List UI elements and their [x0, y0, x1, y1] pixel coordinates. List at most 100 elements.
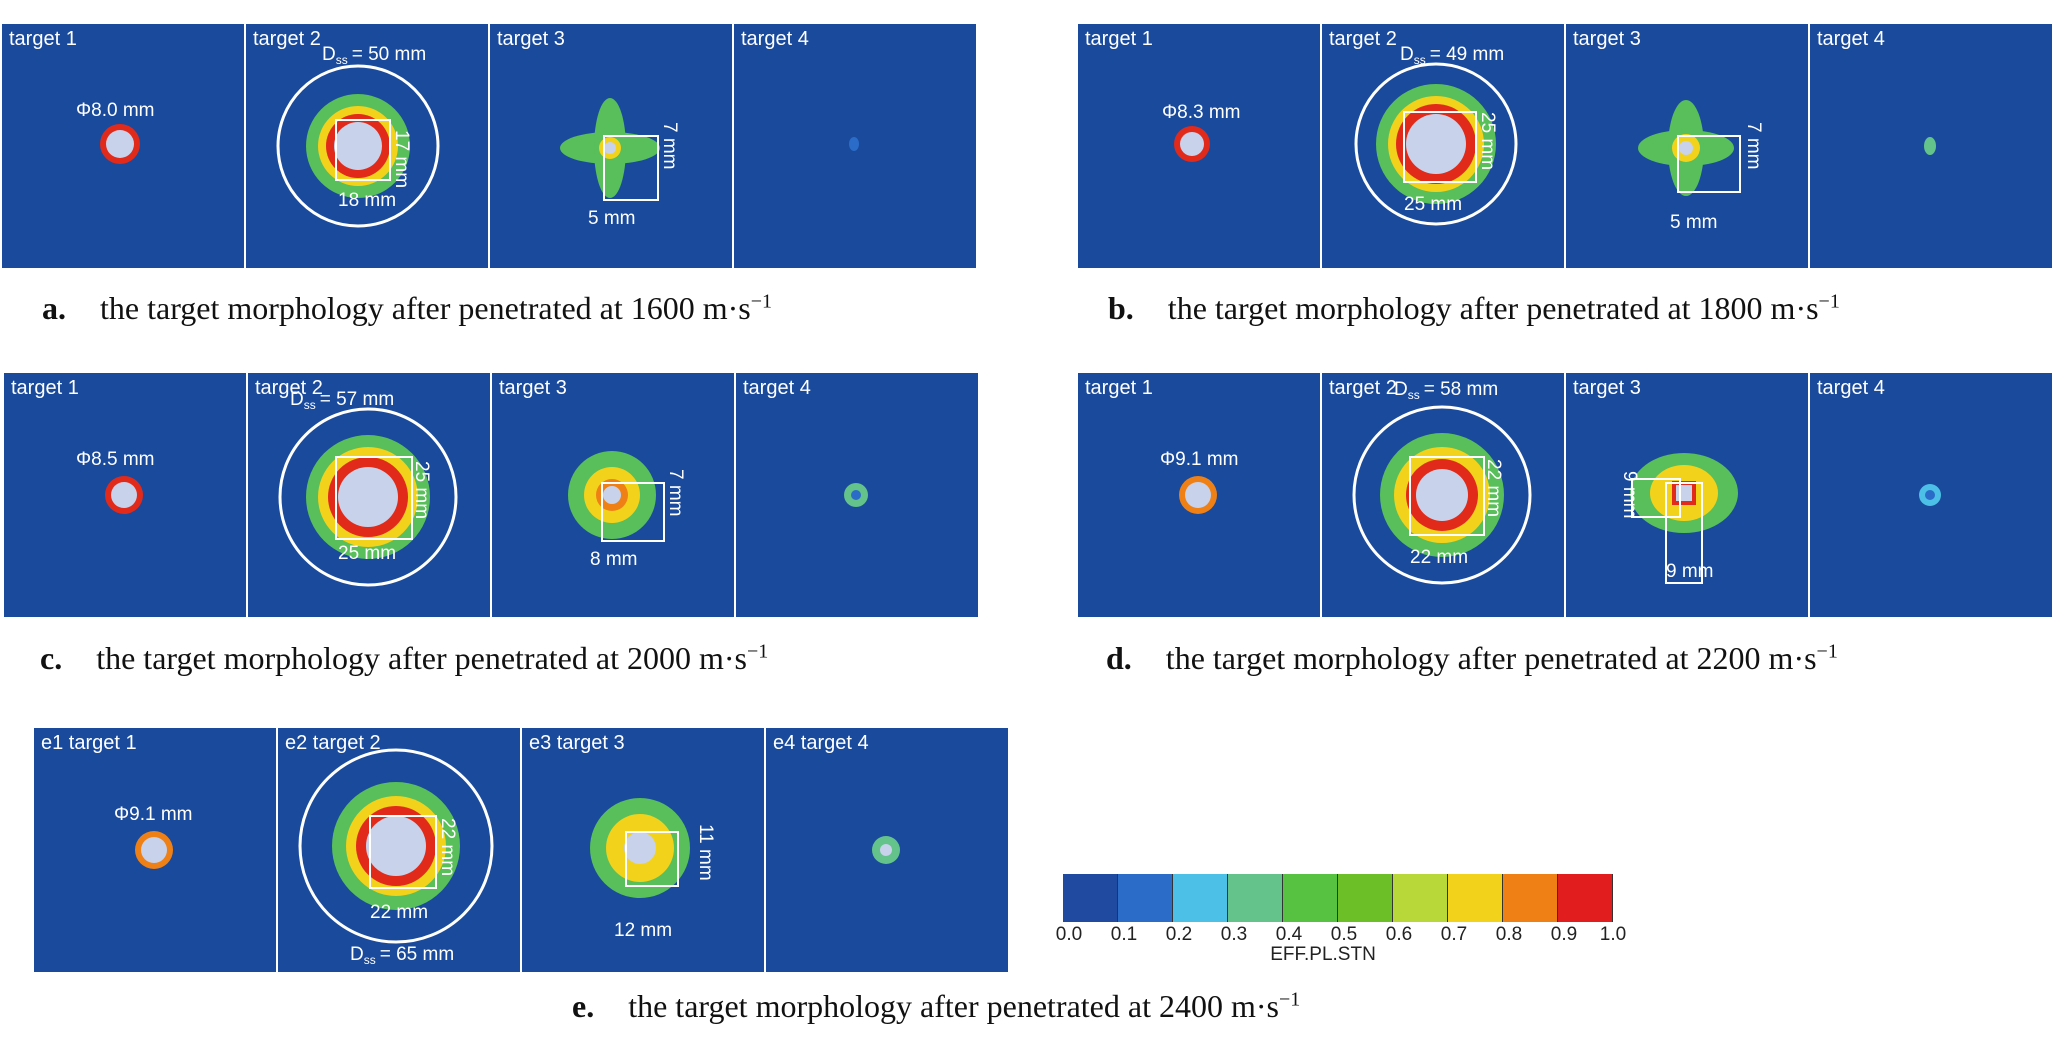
hole: [1679, 141, 1693, 155]
damage-plot: Dss = 57 mm 25 mm 25 mm: [278, 389, 458, 587]
hole: [106, 130, 134, 158]
dss-label: Dss = 58 mm: [1394, 379, 1498, 402]
colorbar-tick: 0.0: [1055, 924, 1083, 945]
figure-d-strip: target 1 Φ9.1 mm target 2 Dss = 58 mm 22 …: [1078, 373, 2052, 617]
panel-e-target4: e4 target 4: [766, 728, 1008, 972]
panel-c-target1: target 1 Φ8.5 mm: [4, 373, 248, 617]
diameter-label: Φ9.1 mm: [114, 804, 193, 825]
dim-box-v: [1631, 478, 1681, 518]
panel-label: target 4: [741, 28, 809, 50]
panel-label: e3 target 3: [529, 732, 625, 754]
dim-box: [369, 815, 437, 889]
dss-label: Dss = 57 mm: [290, 389, 394, 412]
dim-vertical: 22 mm: [1483, 459, 1504, 517]
caption-exponent: −1: [1818, 290, 1840, 313]
figure-a-strip: target 1 Φ8.0 mm target 2 Dss = 50 mm 17 …: [2, 24, 976, 268]
panel-a-target4: target 4: [734, 24, 976, 268]
damage-plot: [872, 836, 900, 864]
dim-horizontal: 25 mm: [338, 543, 396, 564]
panel-c-target3: target 3 7 mm 8 mm: [492, 373, 736, 617]
dss-label: Dss = 50 mm: [322, 44, 426, 67]
figure-c-strip: target 1 Φ8.5 mm target 2 Dss = 57 mm 25 …: [4, 373, 978, 617]
caption-text: the target morphology after penetrated a…: [96, 640, 747, 676]
panel-label: target 1: [1085, 28, 1153, 50]
damage-circle: [298, 748, 494, 944]
hole: [1180, 132, 1204, 156]
panel-label: e1 target 1: [41, 732, 137, 754]
dim-vertical: 11 mm: [695, 824, 716, 881]
damage-plot: [849, 137, 859, 151]
panel-label: target 4: [743, 377, 811, 399]
dim-horizontal: 25 mm: [1404, 194, 1462, 215]
caption-key: d.: [1106, 640, 1132, 676]
dim-horizontal: 22 mm: [1410, 547, 1468, 568]
panel-d-target1: target 1 Φ9.1 mm: [1078, 373, 1322, 617]
colorbar-segment: [1063, 874, 1118, 922]
dim-box: [1677, 135, 1741, 193]
caption-exponent: −1: [1816, 640, 1838, 663]
hole: [111, 482, 137, 508]
panel-label: target 3: [497, 28, 565, 50]
hole: [604, 142, 616, 154]
dim-vertical: 7 mm: [659, 122, 680, 170]
caption-b: b. the target morphology after penetrated…: [1108, 290, 1840, 327]
dim-box: [625, 831, 679, 887]
damage-plot: 7 mm 8 mm: [568, 451, 686, 570]
hole-plot: Φ9.1 mm: [114, 804, 193, 869]
colorbar-segment: [1228, 874, 1283, 922]
dim-horizontal: 12 mm: [614, 920, 672, 941]
colorbar-segment: [1283, 874, 1338, 922]
hole: [1676, 485, 1692, 501]
dim-vertical: 25 mm: [1477, 112, 1498, 170]
dim-box: [1403, 111, 1477, 183]
panel-label: target 3: [1573, 377, 1641, 399]
damage-plot: [844, 483, 868, 507]
damage-plot: [1924, 137, 1936, 155]
panel-label: e2 target 2: [285, 732, 381, 754]
panel-b-target2: target 2 Dss = 49 mm 25 mm 25 mm: [1322, 24, 1566, 268]
caption-a: a. the target morphology after penetrated…: [42, 290, 772, 327]
colorbar-tick: 0.6: [1385, 924, 1413, 945]
colorbar-tick: 0.4: [1275, 924, 1303, 945]
damage-plot: 9 mm 9 mm: [1619, 453, 1738, 584]
panel-b-target3: target 3 7 mm 5 mm: [1566, 24, 1810, 268]
dim-vertical: 9 mm: [1619, 471, 1640, 519]
panel-label: target 2: [1329, 28, 1397, 50]
hole-plot: Φ8.3 mm: [1162, 102, 1241, 162]
panel-a-target1: target 1 Φ8.0 mm: [2, 24, 246, 268]
diameter-label: Φ8.0 mm: [76, 100, 155, 121]
caption-exponent: −1: [1278, 988, 1301, 1011]
colorbar-tick: 0.3: [1220, 924, 1248, 945]
diameter-label: Φ9.1 mm: [1160, 449, 1239, 470]
panel-a-target2: target 2 Dss = 50 mm 17 mm 18 mm: [246, 24, 490, 268]
dim-box-h: [1665, 482, 1703, 584]
panel-b-target4: target 4: [1810, 24, 2052, 268]
dim-vertical: 17 mm: [391, 130, 412, 188]
hole: [366, 816, 426, 876]
dss-label: Dss = 65 mm: [350, 944, 454, 967]
panel-a-target3: target 3 7 mm 5 mm: [490, 24, 734, 268]
colorbar-segment: [1393, 874, 1448, 922]
panel-c-target2: target 2 Dss = 57 mm 25 mm 25 mm: [248, 373, 492, 617]
caption-text: the target morphology after penetrated a…: [100, 290, 751, 326]
panel-c-target4: target 4: [736, 373, 978, 617]
hole-plot: Φ8.0 mm: [76, 100, 155, 164]
hole: [603, 486, 621, 504]
faint-mark-center: [1925, 490, 1935, 500]
panel-b-target1: target 1 Φ8.3 mm: [1078, 24, 1322, 268]
colorbar-tick: 0.9: [1550, 924, 1578, 945]
hole: [1185, 482, 1211, 508]
panel-label: target 1: [11, 377, 79, 399]
colorbar-segment: [1173, 874, 1228, 922]
damage-circle: [276, 64, 440, 228]
caption-key: c.: [40, 640, 63, 676]
caption-key: a.: [42, 290, 66, 326]
hole: [338, 467, 398, 527]
caption-c: c. the target morphology after penetrated…: [40, 640, 768, 677]
hole: [334, 122, 382, 170]
caption-text: the target morphology after penetrated a…: [1165, 640, 1817, 676]
dim-box: [335, 456, 413, 540]
diameter-label: Φ8.5 mm: [76, 449, 155, 470]
hole: [1406, 114, 1466, 174]
hole: [141, 837, 167, 863]
